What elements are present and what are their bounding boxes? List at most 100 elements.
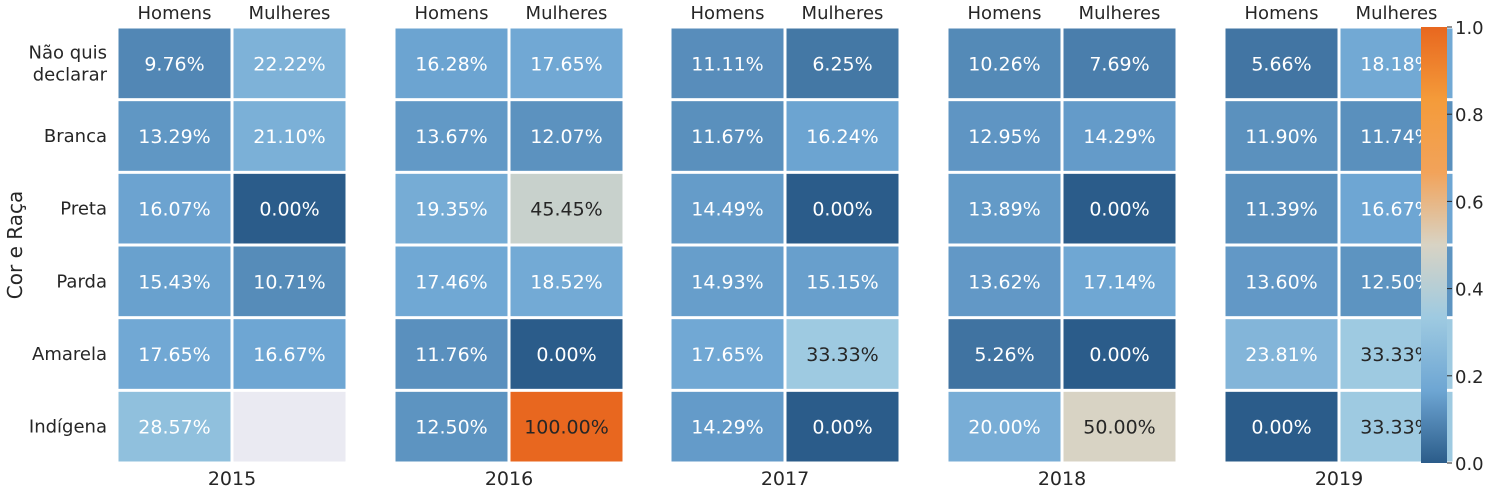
heatmap-cell: [395, 101, 508, 171]
colorbar: 0.0 0.2 0.4 0.6 0.8 1.0: [1421, 18, 1484, 475]
panel-2019: Homens Mulheres 5.66% 18.18% 11.90% 11.74% 11.…: [1225, 3, 1453, 490]
cell-label: 11.76%: [415, 344, 487, 366]
column-label: Mulheres: [1356, 3, 1438, 24]
heatmap-cell: [786, 173, 899, 244]
cell-label: 14.49%: [691, 199, 763, 221]
heatmap-cell: [786, 246, 899, 317]
heatmap-cell: [671, 391, 784, 462]
y-axis-label: Cor e Raça: [3, 191, 27, 299]
heatmap-cell: [233, 246, 346, 317]
cell-label: 33.33%: [1360, 344, 1432, 366]
panel-year-label: 2019: [1315, 468, 1363, 490]
cell-label: 13.67%: [415, 126, 487, 148]
heatmap-cell: [118, 391, 231, 462]
heatmap-cell: [118, 101, 231, 171]
heatmap-cell: [118, 319, 231, 389]
colorbar-tick-label: 0.8: [1455, 105, 1484, 126]
heatmap-cell: [786, 391, 899, 462]
column-label: Homens: [138, 3, 212, 24]
panel-2017: Homens Mulheres 11.11% 6.25% 11.67% 16.24% 14.…: [671, 3, 899, 490]
column-label: Mulheres: [526, 3, 608, 24]
cell-label: 13.62%: [968, 271, 1040, 293]
cell-label: 11.74%: [1360, 126, 1432, 148]
heatmap-cell: [671, 101, 784, 171]
colorbar-tick-label: 0.6: [1455, 192, 1484, 213]
cell-label: 50.00%: [1083, 417, 1155, 439]
cell-label: 18.52%: [530, 271, 602, 293]
heatmap-cell: [671, 246, 784, 317]
cell-label: 11.67%: [691, 126, 763, 148]
heatmap-cell: [118, 173, 231, 244]
cell-label: 15.43%: [138, 271, 210, 293]
heatmap-cell: [233, 28, 346, 99]
cell-label: 10.26%: [968, 53, 1040, 75]
heatmap-cell: [1225, 28, 1338, 99]
cell-label: 18.18%: [1360, 53, 1432, 75]
row-label: Indígena: [29, 417, 107, 438]
cell-label: 5.66%: [1251, 53, 1311, 75]
cell-label: 13.60%: [1245, 271, 1317, 293]
cell-label: 11.90%: [1245, 126, 1317, 148]
cell-label: 21.10%: [253, 126, 325, 148]
cell-label: 0.00%: [812, 199, 872, 221]
cell-label: 17.46%: [415, 271, 487, 293]
row-label: Amarela: [32, 344, 107, 365]
heatmap-cell: [118, 246, 231, 317]
cell-label: 22.22%: [253, 53, 325, 75]
heatmap-cell: [1063, 173, 1176, 244]
cell-label: 11.39%: [1245, 199, 1317, 221]
heatmap-panels: Homens Mulheres 9.76% 22.22% 13.29% 21.10% 16.…: [118, 3, 1453, 490]
column-label: Mulheres: [802, 3, 884, 24]
cell-label: 45.45%: [530, 199, 602, 221]
heatmap-cell: [233, 391, 346, 462]
heatmap-cell: [118, 28, 231, 99]
heatmap-cell: [948, 246, 1061, 317]
cell-label: 12.95%: [968, 126, 1040, 148]
cell-label: 17.65%: [138, 344, 210, 366]
cell-label: 14.29%: [691, 417, 763, 439]
heatmap-cell: [786, 28, 899, 99]
cell-label: 0.00%: [259, 199, 319, 221]
heatmap-cell: [948, 391, 1061, 462]
heatmap-cell: [671, 173, 784, 244]
panel-year-label: 2015: [208, 468, 256, 490]
heatmap-cell: [1225, 246, 1338, 317]
cell-label: 17.65%: [530, 53, 602, 75]
column-label: Mulheres: [1079, 3, 1161, 24]
colorbar-tick-label: 1.0: [1455, 18, 1484, 39]
row-label: Não quis declarar: [29, 42, 108, 85]
heatmap-cell: [233, 319, 346, 389]
cell-label: 100.00%: [524, 417, 609, 439]
heatmap-cell: [1225, 319, 1338, 389]
cell-label: 17.14%: [1083, 271, 1155, 293]
cell-label: 28.57%: [138, 417, 210, 439]
cell-label: 33.33%: [1360, 417, 1432, 439]
cell-label: 15.15%: [806, 271, 878, 293]
heatmap-cell: [671, 319, 784, 389]
cell-label: 10.71%: [253, 271, 325, 293]
cell-label: 17.65%: [691, 344, 763, 366]
cell-label: 16.67%: [1360, 199, 1432, 221]
heatmap-cell: [1063, 101, 1176, 171]
cell-label: 12.50%: [415, 417, 487, 439]
cell-label: 0.00%: [1089, 344, 1149, 366]
cell-label: 6.25%: [812, 53, 872, 75]
cell-label: 16.28%: [415, 53, 487, 75]
colorbar-gradient: [1421, 27, 1447, 463]
heatmap-cell: [1225, 101, 1338, 171]
cell-label: 14.29%: [1083, 126, 1155, 148]
colorbar-tick-label: 0.2: [1455, 367, 1484, 388]
row-label: Parda: [56, 271, 107, 292]
cell-label: 13.29%: [138, 126, 210, 148]
cell-label: 16.07%: [138, 199, 210, 221]
cell-label: 19.35%: [415, 199, 487, 221]
heatmap-cell: [395, 28, 508, 99]
cell-label: 11.11%: [691, 53, 763, 75]
cell-label: 33.33%: [806, 344, 878, 366]
heatmap-cell: [671, 28, 784, 99]
column-label: Homens: [415, 3, 489, 24]
cell-label: 14.93%: [691, 271, 763, 293]
heatmap-cell: [233, 101, 346, 171]
heatmap-cell: [395, 246, 508, 317]
